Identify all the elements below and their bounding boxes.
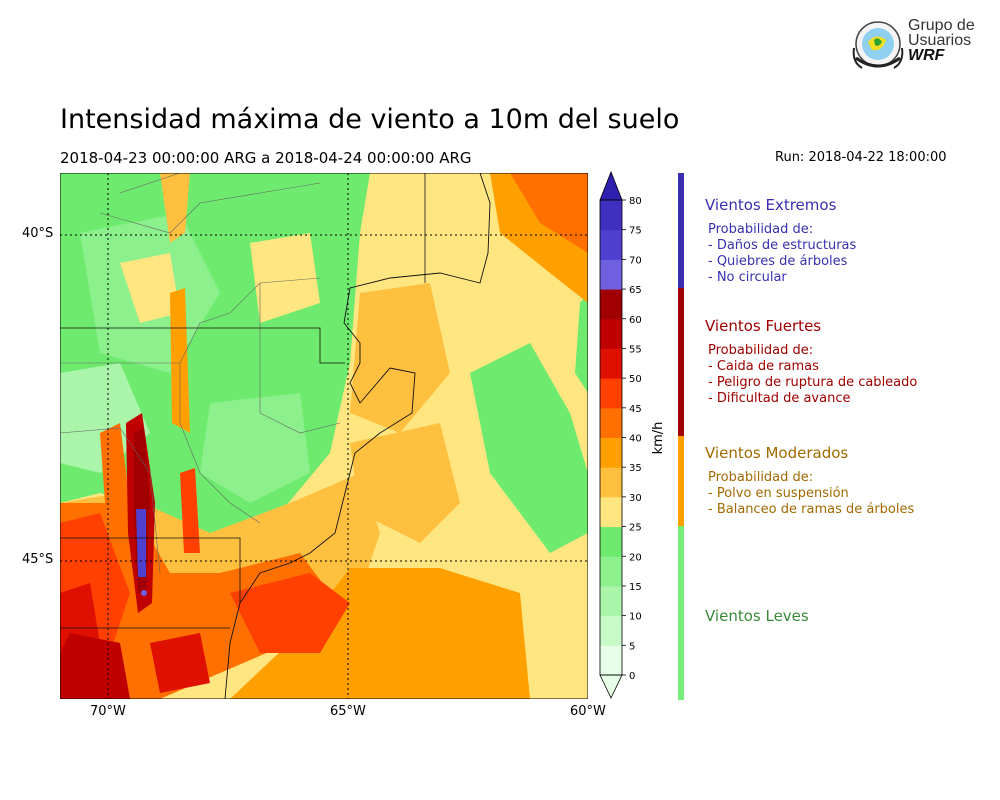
lon-label-65w: 65°W [330, 704, 366, 719]
bar-fuertes [678, 288, 684, 436]
colorbar-tick-label: 10 [629, 612, 642, 623]
colorbar-tick-label: 5 [629, 641, 635, 652]
colorbar-tick-label: 75 [629, 226, 642, 237]
colorbar-segment [600, 407, 622, 438]
colorbar-min-arrow [599, 674, 623, 699]
grupo-wrf-logo [852, 21, 904, 69]
colorbar-max-arrow [599, 170, 623, 201]
colorbar-segment [600, 318, 622, 349]
colorbar-tick-label: 65 [629, 285, 642, 296]
colorbar-tick-label: 15 [629, 582, 642, 593]
run-time: Run: 2018-04-22 18:00:00 [775, 150, 947, 165]
bar-moderados [678, 436, 684, 526]
lon-label-60w: 60°W [570, 704, 606, 719]
forecast-period: 2018-04-23 00:00:00 ARG a 2018-04-24 00:… [60, 149, 472, 167]
category-leves: Vientos Leves [705, 607, 809, 625]
colorbar-segment [600, 556, 622, 587]
category-moderados: Vientos Moderados Probabilidad de: - Pol… [705, 444, 914, 518]
category-line: - Peligro de ruptura de cableado [708, 375, 918, 390]
category-extremos: Vientos Extremos Probabilidad de: - Daño… [705, 196, 856, 286]
colorbar-segment [600, 437, 622, 468]
colorbar-tick-label: 50 [629, 374, 642, 385]
category-title: Vientos Fuertes [705, 317, 822, 335]
lon-label-70w: 70°W [90, 704, 126, 719]
colorbar-segment [600, 615, 622, 646]
colorbar-tick-label: 35 [629, 463, 642, 474]
category-title: Vientos Moderados [705, 444, 849, 462]
colorbar-segment [600, 289, 622, 320]
logo-line-3: WRF [908, 47, 945, 64]
category-line: - Caida de ramas [708, 359, 819, 374]
colorbar-tick-label: 40 [629, 434, 642, 445]
category-line: - No circular [708, 270, 787, 285]
colorbar-segment [600, 348, 622, 379]
lat-label-40s: 40°S [22, 226, 54, 241]
map-title: Intensidad máxima de viento a 10m del su… [60, 104, 680, 135]
category-fuertes: Vientos Fuertes Probabilidad de: - Caida… [705, 317, 917, 407]
colorbar-tick-label: 45 [629, 404, 642, 415]
category-title: Vientos Leves [705, 607, 809, 625]
category-line: - Daños de estructuras [708, 238, 857, 253]
logo-text: Grupo de Usuarios WRF [908, 17, 975, 64]
colorbar-tick-label: 30 [629, 493, 642, 504]
colorbar-unit: km/h [651, 422, 666, 455]
category-line: Probabilidad de: [708, 343, 814, 358]
logo-line-1: Grupo de [908, 17, 975, 34]
colorbar-segment [600, 526, 622, 557]
colorbar-tick-label: 25 [629, 523, 642, 534]
category-line: - Polvo en suspensión [708, 486, 849, 501]
colorbar-segment [600, 200, 622, 231]
colorbar-segment [600, 496, 622, 528]
colorbar-tick-label: 60 [629, 315, 642, 326]
colorbar-segment [600, 259, 622, 290]
category-line: - Quiebres de árboles [708, 254, 848, 269]
bar-extremos [678, 173, 684, 288]
colorbar-tick-label: 70 [629, 255, 642, 266]
logo-line-2: Usuarios [908, 32, 972, 49]
wind-map [60, 173, 588, 699]
colorbar-segment [600, 467, 622, 498]
colorbar-segment [600, 585, 622, 617]
colorbar: 0 5 10 15 20 25 30 35 40 45 50 55 60 65 70 75 80 km/h [599, 170, 666, 699]
colorbar-tick-label: 55 [629, 344, 642, 355]
category-line: - Dificultad de avance [708, 391, 851, 406]
category-line: - Balanceo de ramas de árboles [708, 502, 915, 517]
colorbar-tick-label: 0 [629, 671, 635, 682]
colorbar-tick-label: 20 [629, 552, 642, 563]
colorbar-segment [600, 229, 622, 260]
bar-leves [678, 526, 684, 700]
colorbar-segment [600, 378, 622, 409]
category-line: Probabilidad de: [708, 470, 814, 485]
category-title: Vientos Extremos [705, 196, 837, 214]
category-line: Probabilidad de: [708, 222, 814, 237]
colorbar-segment [600, 645, 622, 676]
lat-label-45s: 45°S [22, 552, 54, 567]
colorbar-tick-label: 80 [629, 196, 642, 207]
